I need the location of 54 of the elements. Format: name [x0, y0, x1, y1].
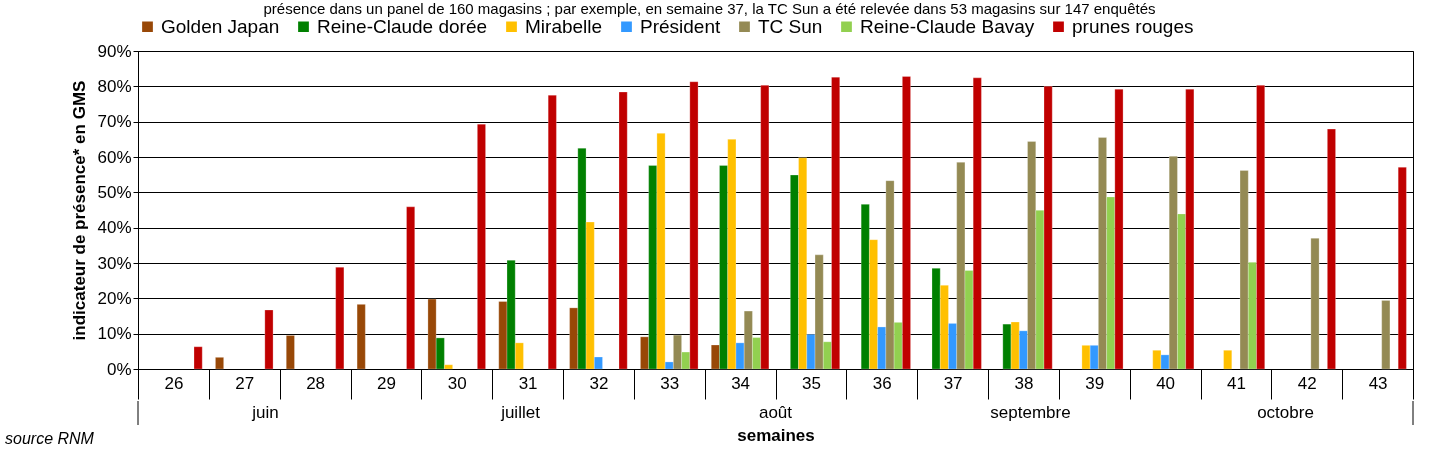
bar: [356, 304, 366, 370]
x-tick-label: 40: [1156, 373, 1176, 393]
bar: [215, 357, 224, 370]
x-tick-label: 38: [1014, 373, 1034, 393]
y-tick-label: 10%: [97, 324, 132, 344]
bar: [1223, 350, 1233, 370]
text: septembre: [990, 403, 1071, 422]
x-tick-label: 39: [1085, 373, 1105, 393]
x-tick-label: 26: [164, 373, 184, 393]
text: octobre: [1257, 403, 1314, 422]
x-tick-label: 31: [518, 373, 538, 393]
y-tick-label: 60%: [97, 147, 132, 167]
text: août: [758, 403, 793, 422]
x-axis-title: semaines: [737, 425, 815, 445]
y-tick-label: 20%: [97, 288, 132, 308]
bar: [286, 335, 295, 370]
y-tick-label: 90%: [97, 41, 132, 61]
x-tick-label: 28: [306, 373, 326, 393]
x-tick-label: 41: [1226, 373, 1246, 393]
bar: [618, 91, 628, 370]
x-tick-label: 33: [660, 373, 680, 393]
y-tick-label: 70%: [97, 112, 132, 132]
bar: [335, 266, 345, 370]
y-tick-label: 0%: [106, 359, 132, 379]
source-note: source RNM: [5, 430, 95, 447]
x-tick-label: 37: [943, 373, 963, 393]
y-tick-label: 30%: [97, 253, 132, 273]
x-tick-label: 27: [235, 373, 255, 393]
bar: [1310, 238, 1320, 370]
x-tick-label: 29: [376, 373, 396, 393]
y-axis-title: indicateur de présence* en GMS: [70, 80, 90, 341]
bar: [1397, 167, 1407, 370]
x-tick-label: 30: [447, 373, 467, 393]
x-tick-label: 43: [1368, 373, 1388, 393]
text: juin: [251, 403, 279, 422]
bar: [193, 346, 203, 370]
bar: [477, 123, 486, 370]
bar: [264, 309, 274, 370]
legend-label: TC Sun: [758, 15, 823, 37]
y-tick-label: 40%: [97, 218, 132, 238]
bar: [547, 94, 557, 370]
x-tick-label: 36: [872, 373, 892, 393]
y-tick-label: 50%: [97, 182, 132, 202]
x-tick-label: 32: [589, 373, 609, 393]
x-tick-label: 35: [801, 373, 821, 393]
text: présence dans un panel de 160 magasins ; par exemple, en semaine 37, la TC Sun a été relevée dans 53 magasins sur 147 enquêtés: [263, 0, 1156, 17]
bar: [1327, 128, 1336, 370]
bar: [1381, 300, 1391, 370]
bar: [406, 206, 415, 370]
x-tick-label: 34: [731, 373, 751, 393]
x-tick-label: 42: [1297, 373, 1317, 393]
legend-label: Président: [640, 15, 721, 37]
text: juillet: [500, 403, 541, 422]
y-tick-label: 80%: [97, 76, 132, 96]
